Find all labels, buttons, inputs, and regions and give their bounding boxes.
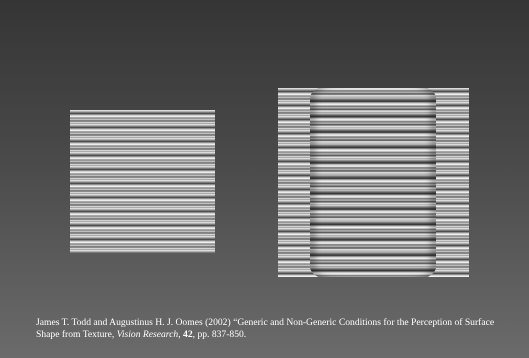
citation-separator: ,: [178, 329, 180, 340]
citation: James T. Todd and Augustinus H. J. Oomes…: [36, 317, 516, 341]
texture-curved: [278, 88, 469, 277]
citation-authors: James T. Todd and Augustinus H. J. Oomes…: [36, 317, 231, 328]
citation-journal: Vision Research: [117, 329, 179, 340]
slide: James T. Todd and Augustinus H. J. Oomes…: [0, 0, 529, 358]
citation-volume: 42: [183, 329, 193, 340]
texture-bulge: [310, 88, 436, 277]
citation-pages: , pp. 837-850.: [193, 329, 247, 340]
texture-planar: [70, 110, 215, 253]
